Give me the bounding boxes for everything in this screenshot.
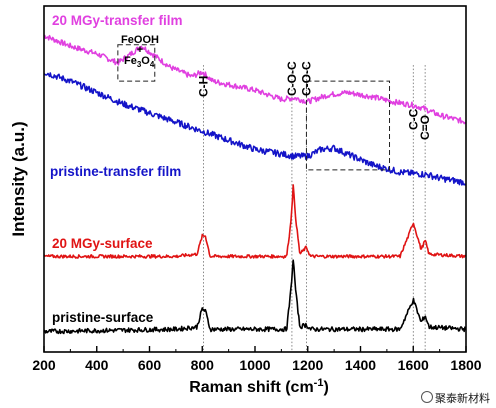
x-axis-label: Raman shift (cm-1): [189, 377, 329, 396]
co-highlight-box: [305, 80, 391, 171]
x-tick-label-2: 600: [138, 357, 162, 373]
series-label-3: pristine-surface: [52, 310, 154, 325]
series-line-3: [43, 259, 467, 335]
x-tick-label-0: 200: [32, 357, 56, 373]
series-line-1: [43, 72, 467, 186]
peak-label-2: C-O-C: [299, 61, 313, 96]
plus-label: +: [137, 44, 143, 56]
x-tick-label-6: 1400: [345, 357, 376, 373]
peak-label-3: C-C: [406, 108, 420, 130]
y-axis-label: Intensity (a.u.): [9, 121, 28, 236]
series-label-0: 20 MGy-transfer film: [52, 13, 183, 28]
x-tick-label-3: 800: [191, 357, 215, 373]
x-tick-label-8: 1800: [450, 357, 481, 373]
x-tick-label-4: 1000: [239, 357, 270, 373]
watermark-icon: [421, 391, 433, 403]
peak-label-1: C-O-C: [285, 61, 299, 96]
series-label-1: pristine-transfer film: [50, 164, 181, 179]
x-tick-label-5: 1200: [292, 357, 323, 373]
series-line-0: [44, 34, 467, 125]
watermark: 聚泰新材料: [421, 390, 490, 406]
peak-label-0: C-H: [197, 76, 211, 97]
peak-label-4: C=O: [418, 115, 432, 140]
fe3o4-label: Fe3O4: [124, 55, 155, 69]
x-tick-label-7: 1600: [398, 357, 429, 373]
series-line-2: [43, 184, 466, 259]
x-tick-label-1: 400: [85, 357, 109, 373]
feooh-label: FeOOH: [121, 34, 159, 46]
watermark-text: 聚泰新材料: [435, 392, 490, 405]
feooh-highlight-box: [117, 44, 156, 82]
series-label-2: 20 MGy-surface: [52, 236, 153, 251]
